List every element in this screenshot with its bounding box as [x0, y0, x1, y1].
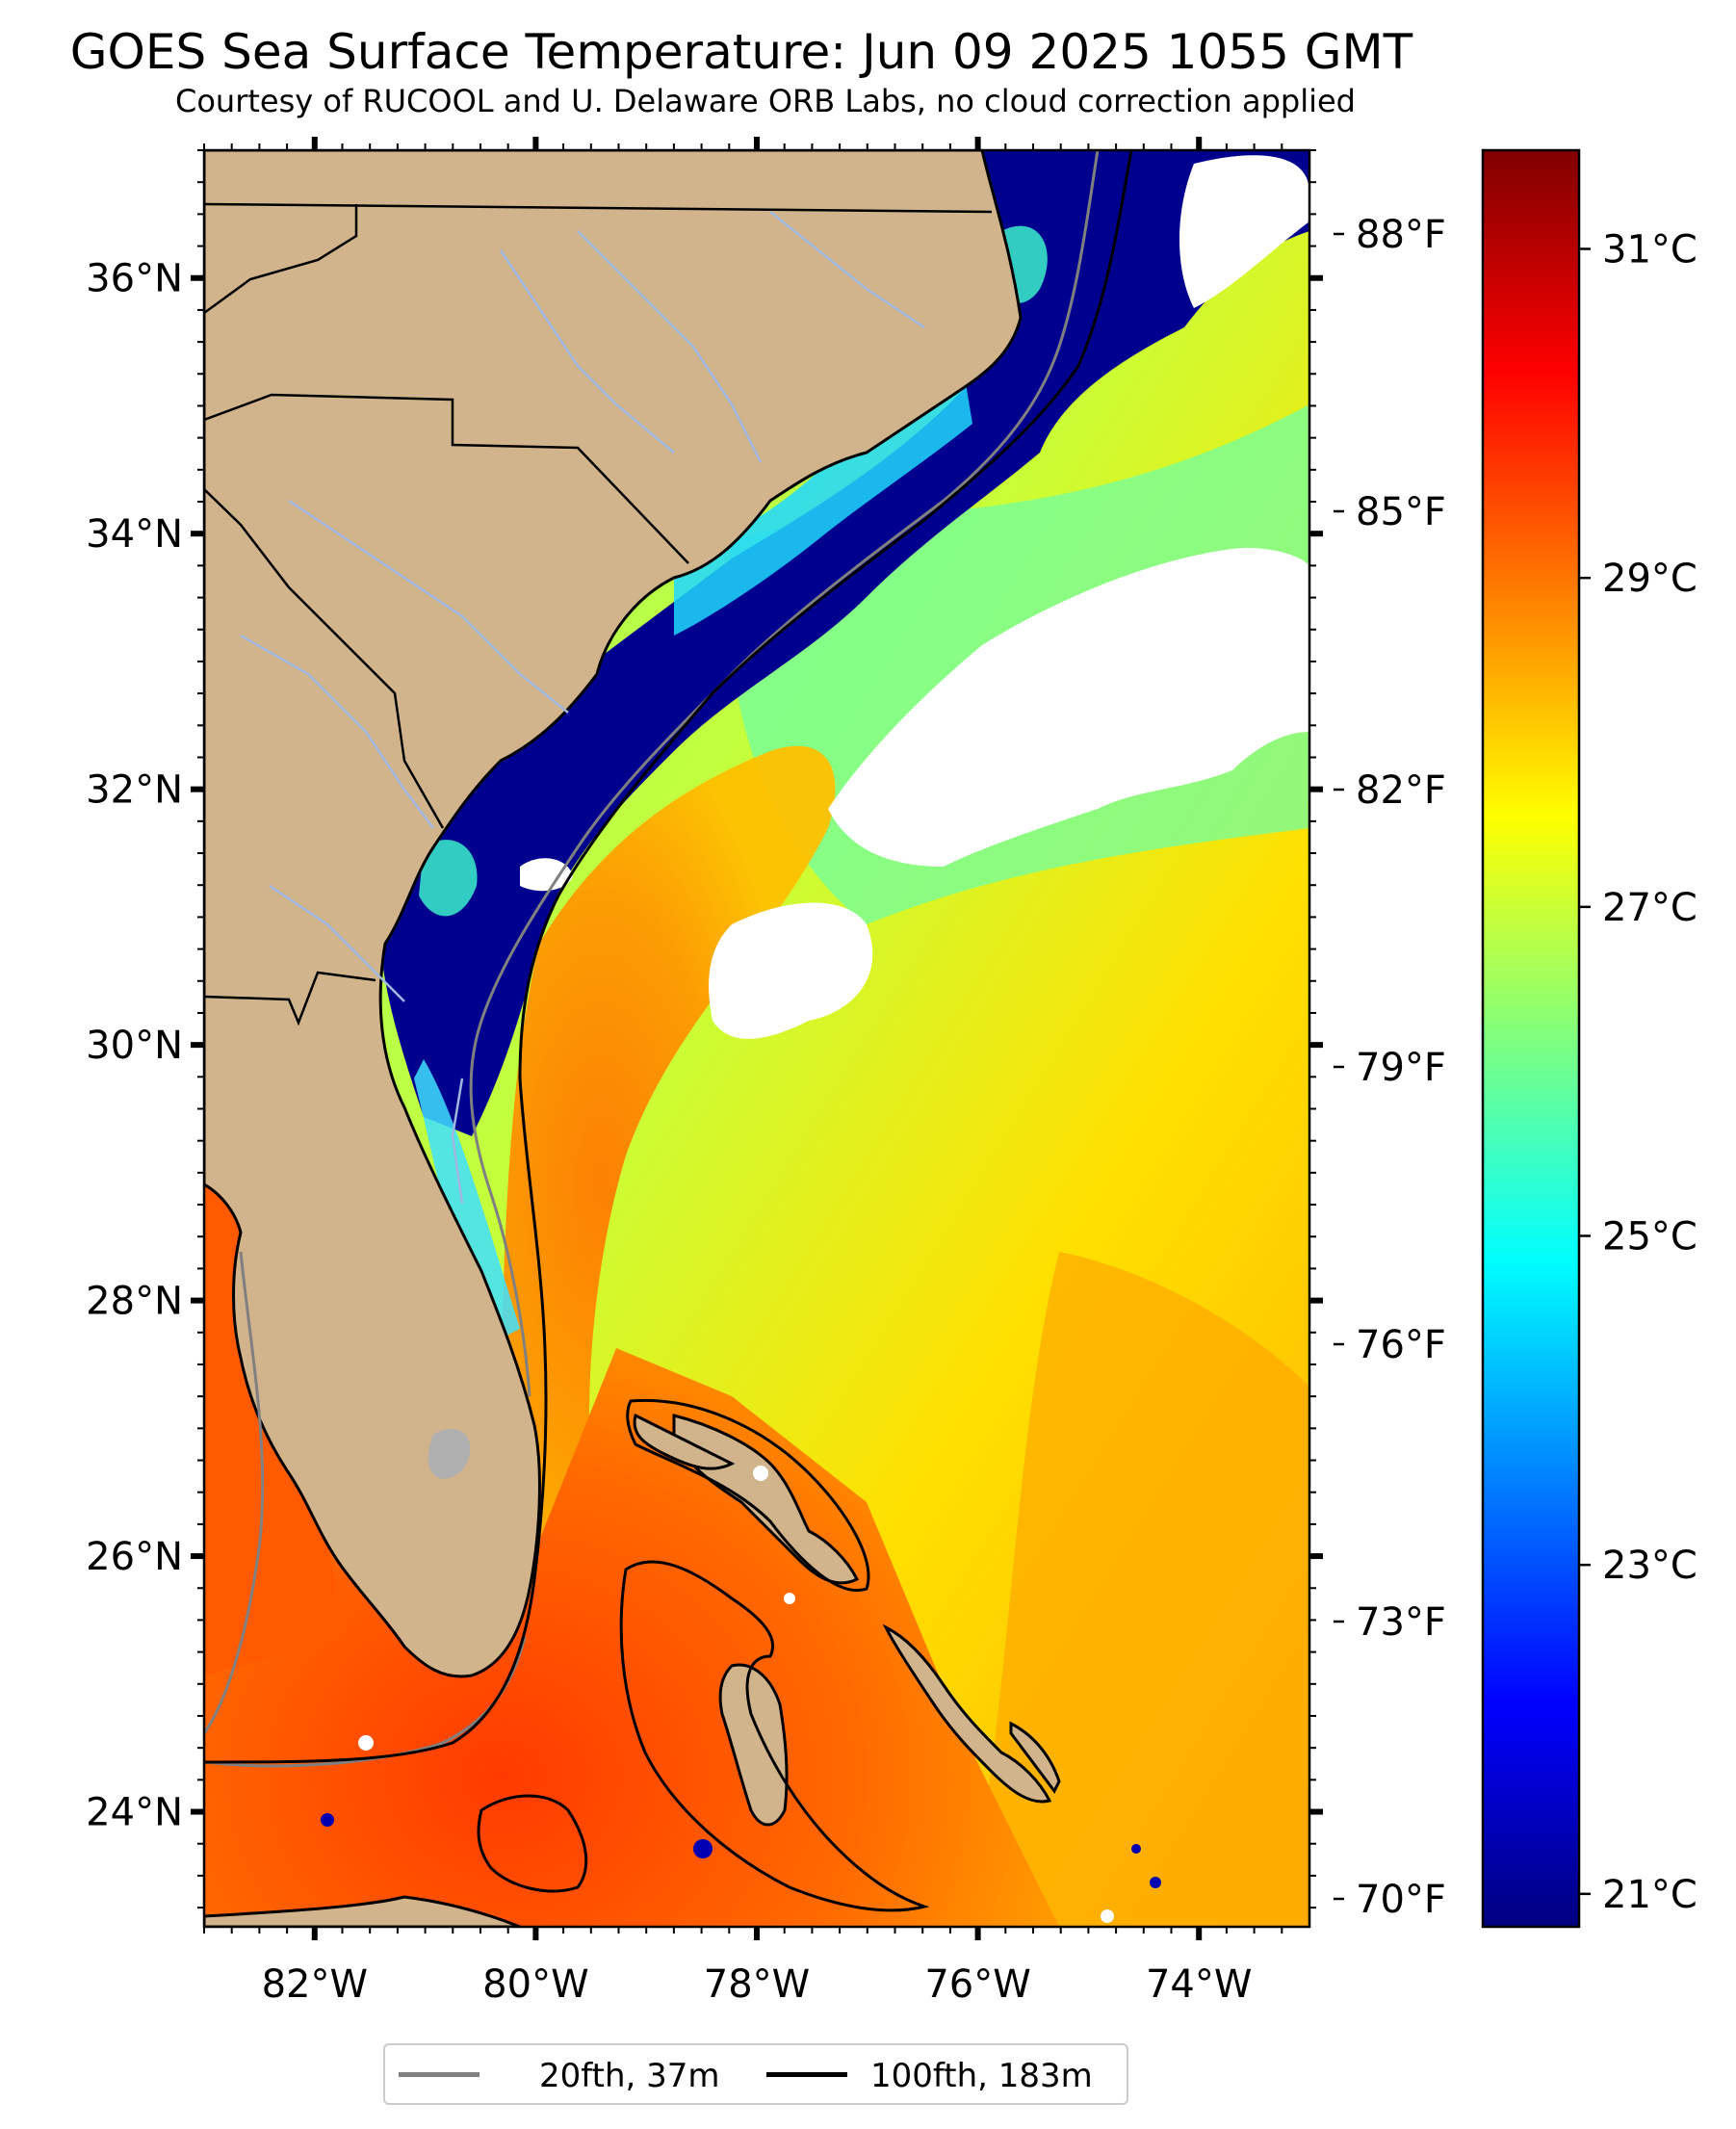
colorbar-tick-label: 21°C	[1602, 1873, 1697, 1917]
eleuthera-island	[882, 1623, 1052, 1804]
colorbar-gradient	[1481, 148, 1581, 1929]
colorbar-tick-label: 27°C	[1602, 886, 1697, 930]
lat-tick-label: 36°N	[86, 257, 183, 301]
lon-tick-label: 78°W	[704, 1962, 810, 2007]
isobath-100-fathom-bahamas-1	[626, 1398, 870, 1592]
bahamas	[204, 1413, 1061, 1927]
grand-bahama-island	[633, 1413, 736, 1470]
state-border-sc-ga	[204, 488, 445, 829]
cloud-patch-small	[520, 858, 573, 892]
isobath-20-fathom	[469, 150, 1100, 1397]
lat-tick-label: 24°N	[86, 1791, 183, 1835]
isobath-legend: 20fth, 37m 100fth, 183m	[383, 2043, 1128, 2105]
map-title: GOES Sea Surface Temperature: Jun 09 202…	[69, 24, 1413, 80]
andros-island	[718, 1663, 789, 1827]
isobath-100-fathom-bahamas-2	[619, 1560, 930, 1912]
lat-tick-label: 26°N	[86, 1535, 183, 1579]
cool-nearshore-water-south	[414, 1059, 520, 1348]
exuma-cays	[1009, 1721, 1061, 1794]
fahrenheit-label: 70°F	[1356, 1878, 1446, 1922]
lat-tick-label: 30°N	[86, 1024, 183, 1068]
colorbar-tick-label: 31°C	[1602, 228, 1697, 273]
isobath-20-fathom-gom	[204, 1251, 265, 1734]
map-plot-area	[204, 150, 1309, 1927]
legend-label-20fth: 20fth, 37m	[539, 2057, 720, 2095]
state-border-nc-sc	[204, 393, 689, 564]
cuba-coast	[204, 1895, 521, 1927]
cold-specks	[321, 1813, 1161, 1888]
fahrenheit-label: 76°F	[1356, 1323, 1446, 1367]
lon-tick-label: 76°W	[924, 1962, 1030, 2007]
cloud-band-main	[828, 548, 1309, 867]
colorbar-ticks: 31°C 29°C 27°C 25°C 23°C 21°C	[1579, 228, 1697, 1917]
cool-water-patch	[419, 840, 478, 917]
lon-tick-label: 74°W	[1146, 1962, 1252, 2007]
map-subtitle: Courtesy of RUCOOL and U. Delaware ORB L…	[175, 83, 1356, 119]
isobath-100-fathom-cay-sal	[477, 1794, 588, 1893]
cloud-specks	[358, 1466, 1114, 1923]
legend-line-100fth	[766, 2072, 847, 2077]
lat-tick-label: 34°N	[86, 512, 183, 557]
colorbar-tick-label: 29°C	[1602, 557, 1697, 601]
lon-tick-label: 82°W	[262, 1962, 368, 2007]
fahrenheit-label: 85°F	[1356, 490, 1446, 534]
lat-tick-label: 28°N	[86, 1280, 183, 1324]
state-border-va-nc	[204, 202, 993, 214]
fahrenheit-label: 79°F	[1356, 1046, 1446, 1090]
southern-warm-water	[204, 1175, 1059, 1927]
isobath-100-fathom	[204, 150, 1133, 1764]
lake-okeechobee	[428, 1429, 471, 1479]
cloud-patch-ne	[1179, 155, 1309, 308]
colorbar-tick-label: 25°C	[1602, 1215, 1697, 1259]
colorbar-tick-label: 23°C	[1602, 1544, 1697, 1588]
cloud-patch-west	[709, 902, 873, 1039]
cold-shelf-water	[380, 150, 1309, 1136]
state-border-tn-nc	[204, 204, 358, 315]
lat-tick-label: 32°N	[86, 768, 183, 813]
us-southeast-land	[204, 150, 1023, 1678]
legend-label-100fth: 100fth, 183m	[870, 2057, 1093, 2095]
state-border-ga-fl	[204, 971, 376, 1026]
axis-ticks: 82°W 80°W 78°W 76°W 74°W 36°N 34°N 32°N 30°N 28°N…	[86, 137, 1446, 2007]
fahrenheit-label: 82°F	[1356, 768, 1446, 813]
fahrenheit-label: 73°F	[1356, 1600, 1446, 1645]
rivers	[240, 211, 925, 1205]
legend-line-20fth	[399, 2072, 479, 2077]
lon-tick-label: 80°W	[482, 1962, 588, 2007]
fahrenheit-label: 88°F	[1356, 213, 1446, 257]
